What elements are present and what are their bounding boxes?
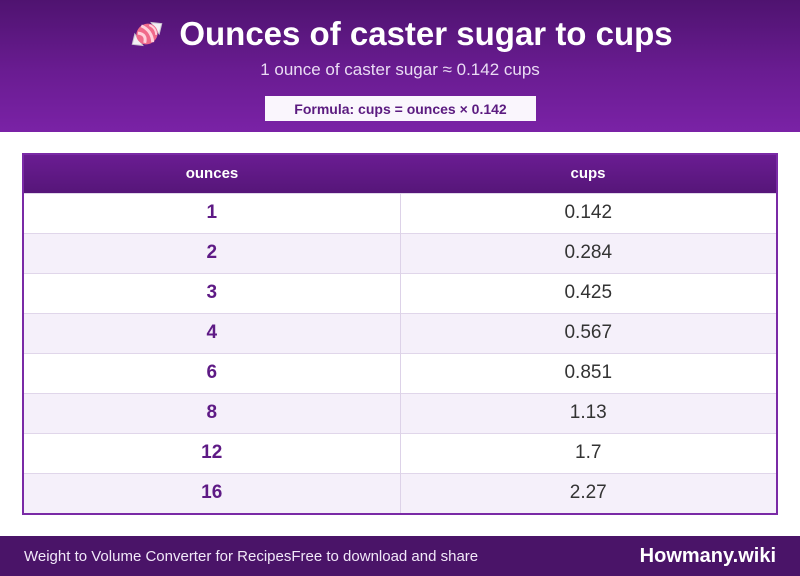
conversion-table: ounces cups 1 0.142 2 0.284 3 0.425 4 0.… (22, 153, 778, 515)
table-row: 16 2.27 (24, 472, 776, 513)
title-row: Ounces of caster sugar to cups (0, 12, 800, 56)
ounces-cell: 8 (24, 392, 401, 433)
table-row: 4 0.567 (24, 312, 776, 353)
ounces-cell: 2 (24, 232, 401, 273)
cups-cell: 0.142 (400, 192, 776, 233)
conversion-subtitle: 1 ounce of caster sugar ≈ 0.142 cups (260, 60, 540, 79)
ounces-cell: 12 (24, 432, 401, 473)
cups-cell: 0.284 (400, 232, 776, 273)
ounces-cell: 16 (24, 472, 401, 513)
cups-cell: 0.567 (400, 312, 776, 353)
formula-box: Formula: cups = ounces × 0.142 (265, 96, 536, 121)
ounces-cell: 4 (24, 312, 401, 353)
column-header-cups: cups (570, 165, 606, 183)
cups-cell: 2.27 (400, 472, 776, 513)
cups-cell: 1.13 (400, 392, 776, 433)
footer-bar: Weight to Volume Converter for RecipesFr… (0, 536, 800, 576)
table-header-row: ounces cups (24, 155, 776, 193)
ounces-cell: 1 (24, 192, 401, 233)
footer-share-label: Free to download and share (291, 547, 479, 565)
footer-caption: Weight to Volume Converter for RecipesFr… (24, 548, 478, 565)
table-row: 12 1.7 (24, 432, 776, 473)
header-banner: Ounces of caster sugar to cups 1 ounce o… (0, 0, 800, 132)
brand-logo-text[interactable]: Howmany.wiki (639, 544, 776, 567)
table-row: 8 1.13 (24, 392, 776, 433)
table-row: 2 0.284 (24, 232, 776, 273)
page-title: Ounces of caster sugar to cups (179, 15, 673, 52)
column-header-ounces: ounces (185, 165, 239, 183)
table-row: 3 0.425 (24, 272, 776, 313)
ounces-cell: 6 (24, 352, 401, 393)
cups-cell: 0.425 (400, 272, 776, 313)
table-row: 6 0.851 (24, 352, 776, 393)
footer-converter-label: Weight to Volume Converter for Recipes (24, 547, 292, 565)
table-row: 1 0.142 (24, 192, 776, 233)
cups-cell: 1.7 (400, 432, 776, 473)
ounces-cell: 3 (24, 272, 401, 313)
cups-cell: 0.851 (400, 352, 776, 393)
candy-icon (127, 14, 167, 54)
